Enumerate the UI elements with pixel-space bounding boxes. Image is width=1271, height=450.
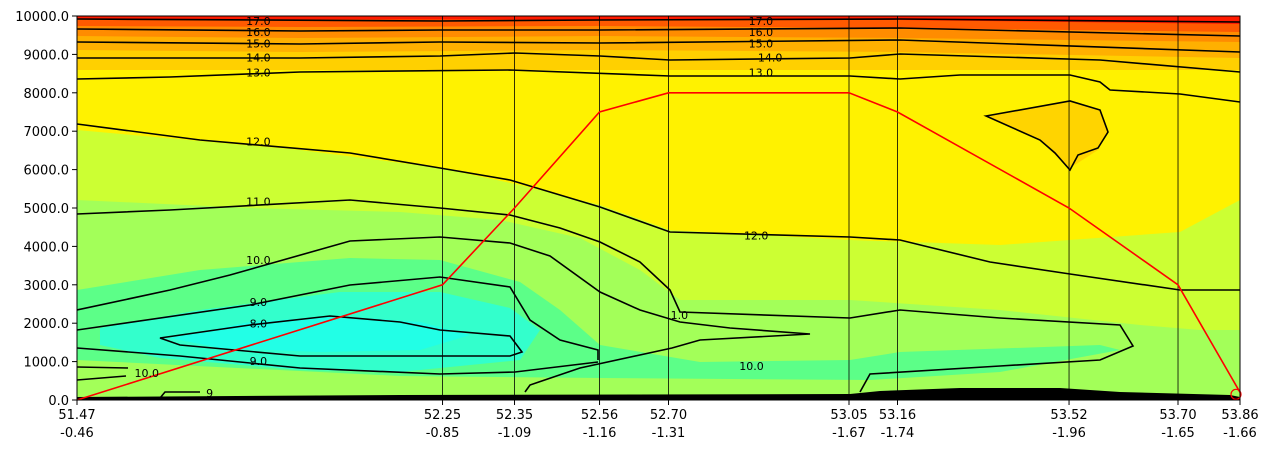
filled-contours [77, 16, 1240, 400]
contour-9-lower [77, 347, 599, 375]
y-axis: 0.0 1000.0 2000.0 3000.0 4000.0 5000.0 6000.0 7… [15, 10, 77, 409]
contour-label: 15.0 [246, 38, 271, 51]
flight-track [76, 92, 1242, 401]
y-tick-label: 10000.0 [15, 10, 69, 25]
y-tick-label: 5000.0 [24, 202, 70, 217]
x-tick-label-lat: 52.35 [496, 408, 533, 423]
x-tick-label-lat: 53.86 [1221, 408, 1258, 423]
x-tick-label-lat: 53.70 [1159, 408, 1196, 423]
contour-16 [77, 27, 1240, 37]
track-line [76, 92, 1241, 401]
contour-label: 1.0 [671, 309, 689, 322]
contour-label: 11.0 [246, 195, 271, 208]
station-lines [442, 16, 1179, 400]
contour-label: 10.0 [135, 367, 160, 380]
y-tick-label: 1000.0 [24, 356, 70, 371]
x-tick-label-lat: 51.47 [58, 408, 95, 423]
y-tick-label: 8000.0 [24, 87, 70, 102]
contour-label: 9 [206, 387, 213, 400]
y-tick-label: 4000.0 [24, 240, 70, 255]
track-end-marker [1230, 388, 1242, 400]
contour-lines [77, 18, 1240, 399]
x-tick-label-lon: -1.96 [1052, 426, 1086, 441]
contour-label: 10.0 [246, 254, 271, 267]
contour-label: 9.0 [250, 355, 268, 368]
contour-label: 9.0 [250, 296, 268, 309]
x-tick-label-lat: 53.05 [830, 408, 867, 423]
contour-label: 12.0 [744, 230, 769, 243]
y-tick-label: 2000.0 [24, 317, 70, 332]
y-tick-label: 7000.0 [24, 125, 70, 140]
x-tick-label-lon: -1.74 [881, 426, 915, 441]
contour-label: 13.0 [246, 66, 271, 79]
contour-label: 13.0 [749, 66, 774, 79]
contour-label: 10.0 [739, 360, 764, 373]
x-tick-label-lon: -1.66 [1223, 426, 1257, 441]
terrain [77, 388, 1240, 400]
contour-blob [983, 100, 1109, 172]
contour-9-low [159, 391, 200, 399]
band-red-2 [77, 16, 1240, 24]
x-tick-label-lon: -1.65 [1161, 426, 1195, 441]
contour-17 [77, 18, 1240, 23]
contour-12-left [77, 123, 1240, 291]
x-tick-label-lon: -1.67 [832, 426, 866, 441]
contour-label: 12.0 [246, 136, 271, 149]
x-tick-label-lat: 52.70 [650, 408, 687, 423]
y-tick-label: 6000.0 [24, 164, 70, 179]
contour-label: 16.0 [246, 26, 271, 39]
x-tick-label-lat: 52.56 [581, 408, 618, 423]
contour-10-low-left-2 [77, 366, 129, 369]
x-tick-label-lon: -0.46 [60, 426, 94, 441]
contour-8 [159, 315, 524, 357]
x-tick-label-lon: -0.85 [426, 426, 460, 441]
x-tick-label-lon: -1.31 [652, 426, 686, 441]
x-axis: 51.47 -0.46 52.25 -0.85 52.35 -1.09 52.56 -1.16… [58, 400, 1259, 441]
x-tick-label-lat: 53.52 [1050, 408, 1087, 423]
contour-13 [77, 69, 1240, 103]
contour-9 [77, 276, 599, 360]
x-tick-label-lon: -1.16 [583, 426, 617, 441]
contour-label: 8.0 [250, 318, 268, 331]
band-blob-right [986, 100, 1108, 168]
contour-label: 17.0 [246, 15, 271, 28]
y-tick-label: 9000.0 [24, 48, 70, 63]
contour-label: 16.0 [749, 26, 774, 39]
contour-label: 17.0 [749, 15, 774, 28]
contour-15 [77, 39, 1240, 53]
x-tick-label-lon: -1.09 [498, 426, 532, 441]
y-tick-label: 0.0 [48, 394, 69, 409]
x-tick-label-lat: 53.16 [879, 408, 916, 423]
contour-label: 14.0 [246, 51, 271, 64]
contour-label: 14.0 [758, 51, 783, 64]
contour-10-low-left [77, 375, 127, 381]
contour-14 [77, 52, 1240, 73]
contour-labels: 17.016.015.014.013.012.011.010.09.08.09.… [135, 15, 783, 400]
y-tick-label: 3000.0 [24, 279, 70, 294]
x-tick-label-lat: 52.25 [424, 408, 461, 423]
contour-11 [77, 199, 1135, 393]
contour-10 [77, 236, 811, 393]
contour-label: 15.0 [749, 38, 774, 51]
